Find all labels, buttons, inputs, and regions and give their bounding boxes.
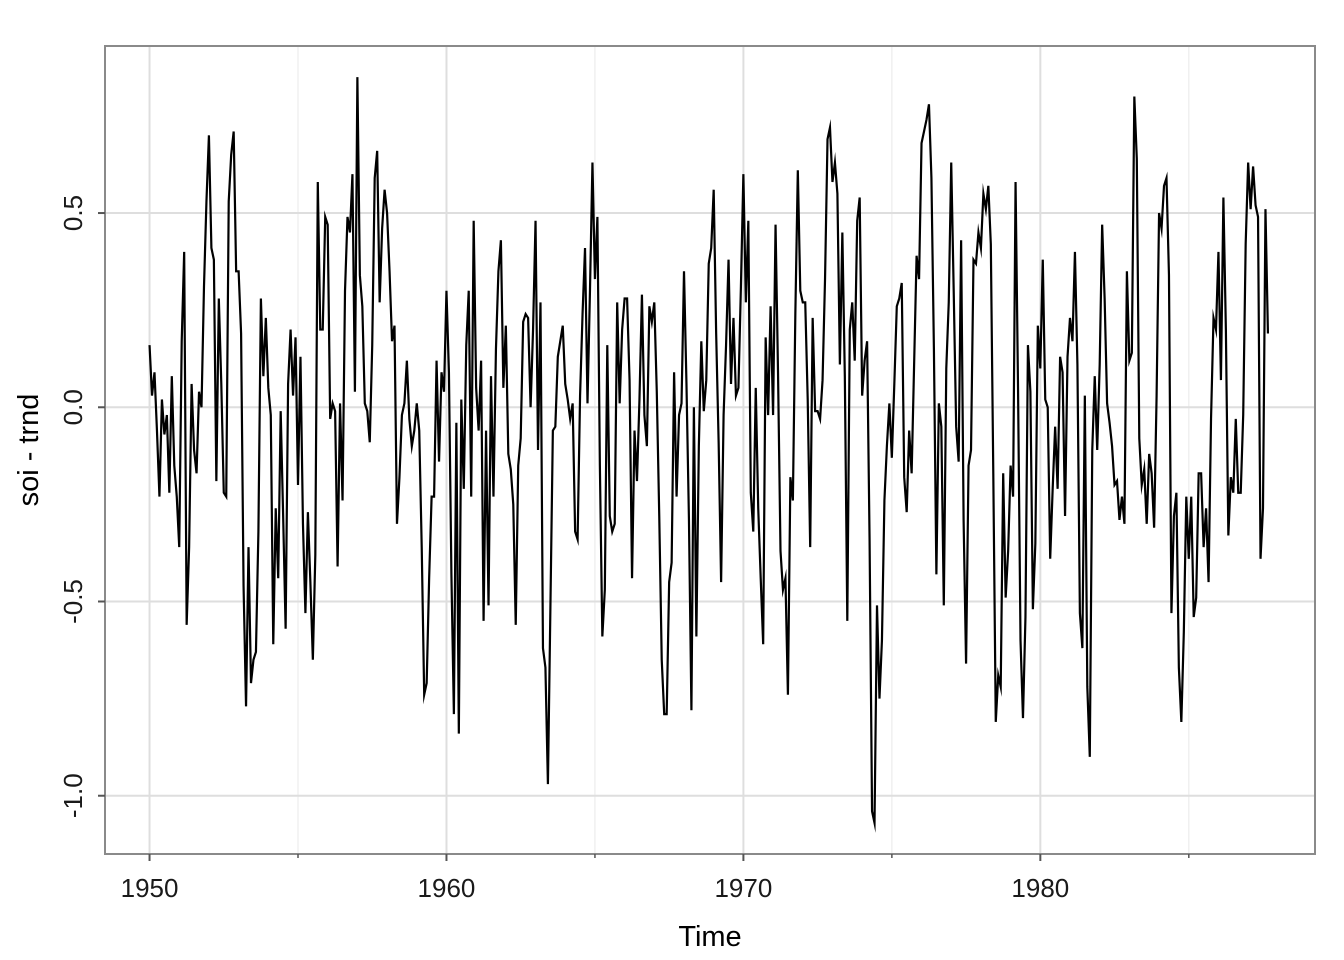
y-tick-label: 0.0 (58, 389, 88, 425)
series-line-0 (148, 77, 1270, 833)
x-axis: 1950 1960 1970 1980 (121, 854, 1190, 903)
x-tick-label: 1960 (418, 873, 476, 903)
y-tick-label: -0.5 (58, 579, 88, 624)
y-tick-label: -1.0 (58, 773, 88, 818)
plot-border (104, 45, 1316, 855)
y-tick-label: 0.5 (58, 195, 88, 231)
x-axis-title: Time (678, 921, 741, 953)
series-layer (148, 77, 1270, 833)
x-tick-label: 1970 (714, 873, 772, 903)
y-axis-title: soi - trnd (13, 394, 45, 507)
x-tick-label: 1980 (1011, 873, 1069, 903)
y-axis: -1.0 -0.5 0.0 0.5 (58, 195, 105, 818)
x-tick-label: 1950 (121, 873, 179, 903)
